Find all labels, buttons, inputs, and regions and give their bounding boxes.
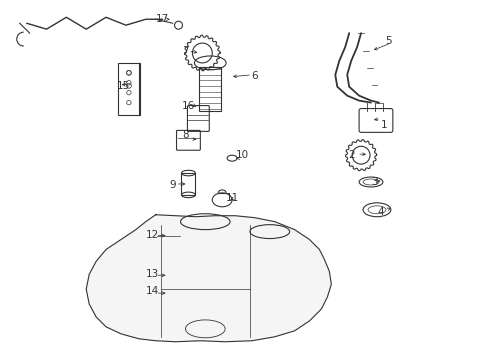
Text: 10: 10 [235, 150, 248, 160]
Polygon shape [86, 215, 331, 342]
Text: 16: 16 [182, 100, 195, 111]
Bar [181, 173, 195, 195]
Text: 17: 17 [156, 14, 169, 24]
Bar [199, 67, 221, 111]
Text: 7: 7 [182, 46, 188, 56]
Text: 9: 9 [169, 180, 176, 190]
Bar [118, 63, 140, 114]
Text: 15: 15 [116, 81, 129, 91]
Text: 2: 2 [347, 150, 354, 160]
Text: 6: 6 [251, 71, 258, 81]
Text: 4: 4 [377, 207, 384, 217]
Bar [156, 221, 180, 251]
Text: 3: 3 [370, 177, 377, 187]
Text: 1: 1 [380, 121, 386, 130]
Text: 11: 11 [225, 193, 238, 203]
Text: 13: 13 [146, 269, 159, 279]
Text: 14: 14 [146, 286, 159, 296]
Text: 5: 5 [385, 36, 391, 46]
Text: 12: 12 [146, 230, 159, 239]
Text: 8: 8 [182, 130, 188, 140]
